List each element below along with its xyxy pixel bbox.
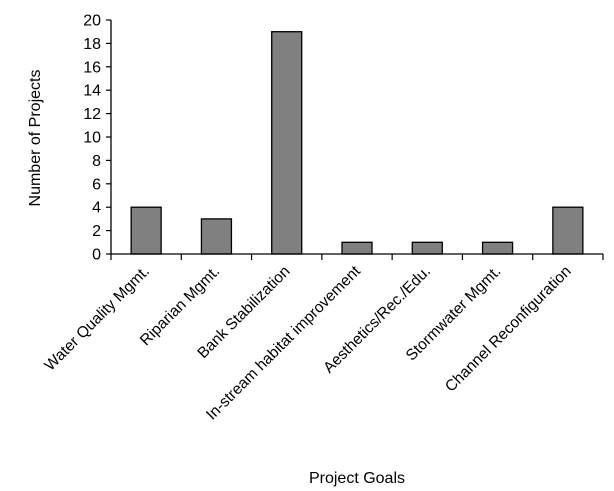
bar [552, 206, 584, 255]
y-tick-label: 16 [83, 59, 101, 76]
x-category-label: Water Quality Mgmt. [41, 263, 153, 375]
y-axis-ticks: 0 2 4 6 8 10 12 14 16 18 20 [83, 13, 111, 264]
y-tick-label: 20 [83, 13, 101, 30]
y-tick-label: 14 [83, 83, 101, 100]
y-tick-label: 4 [92, 200, 101, 217]
bar [411, 241, 443, 255]
y-tick-label: 12 [83, 106, 101, 123]
y-tick-label: 0 [92, 247, 101, 264]
bar [341, 241, 373, 255]
bar [481, 241, 514, 255]
y-axis-title: Number of Projects [27, 70, 44, 207]
x-category-label: In-stream habitat improvement [203, 262, 364, 423]
y-tick-label: 2 [92, 223, 101, 240]
bars-group [130, 31, 584, 255]
y-tick-label: 10 [83, 130, 101, 147]
x-category-label: Channel Reconfiguration [442, 263, 575, 396]
bar [271, 31, 303, 255]
bar [130, 206, 162, 255]
y-tick-label: 8 [92, 153, 101, 170]
x-axis-ticks [110, 254, 604, 260]
y-tick-label: 6 [92, 176, 101, 193]
y-tick-label: 18 [83, 36, 101, 53]
x-axis-title: Project Goals [309, 470, 405, 487]
x-axis-category-labels: Water Quality Mgmt.Riparian Mgmt.Bank St… [41, 262, 574, 423]
bar [200, 218, 233, 255]
